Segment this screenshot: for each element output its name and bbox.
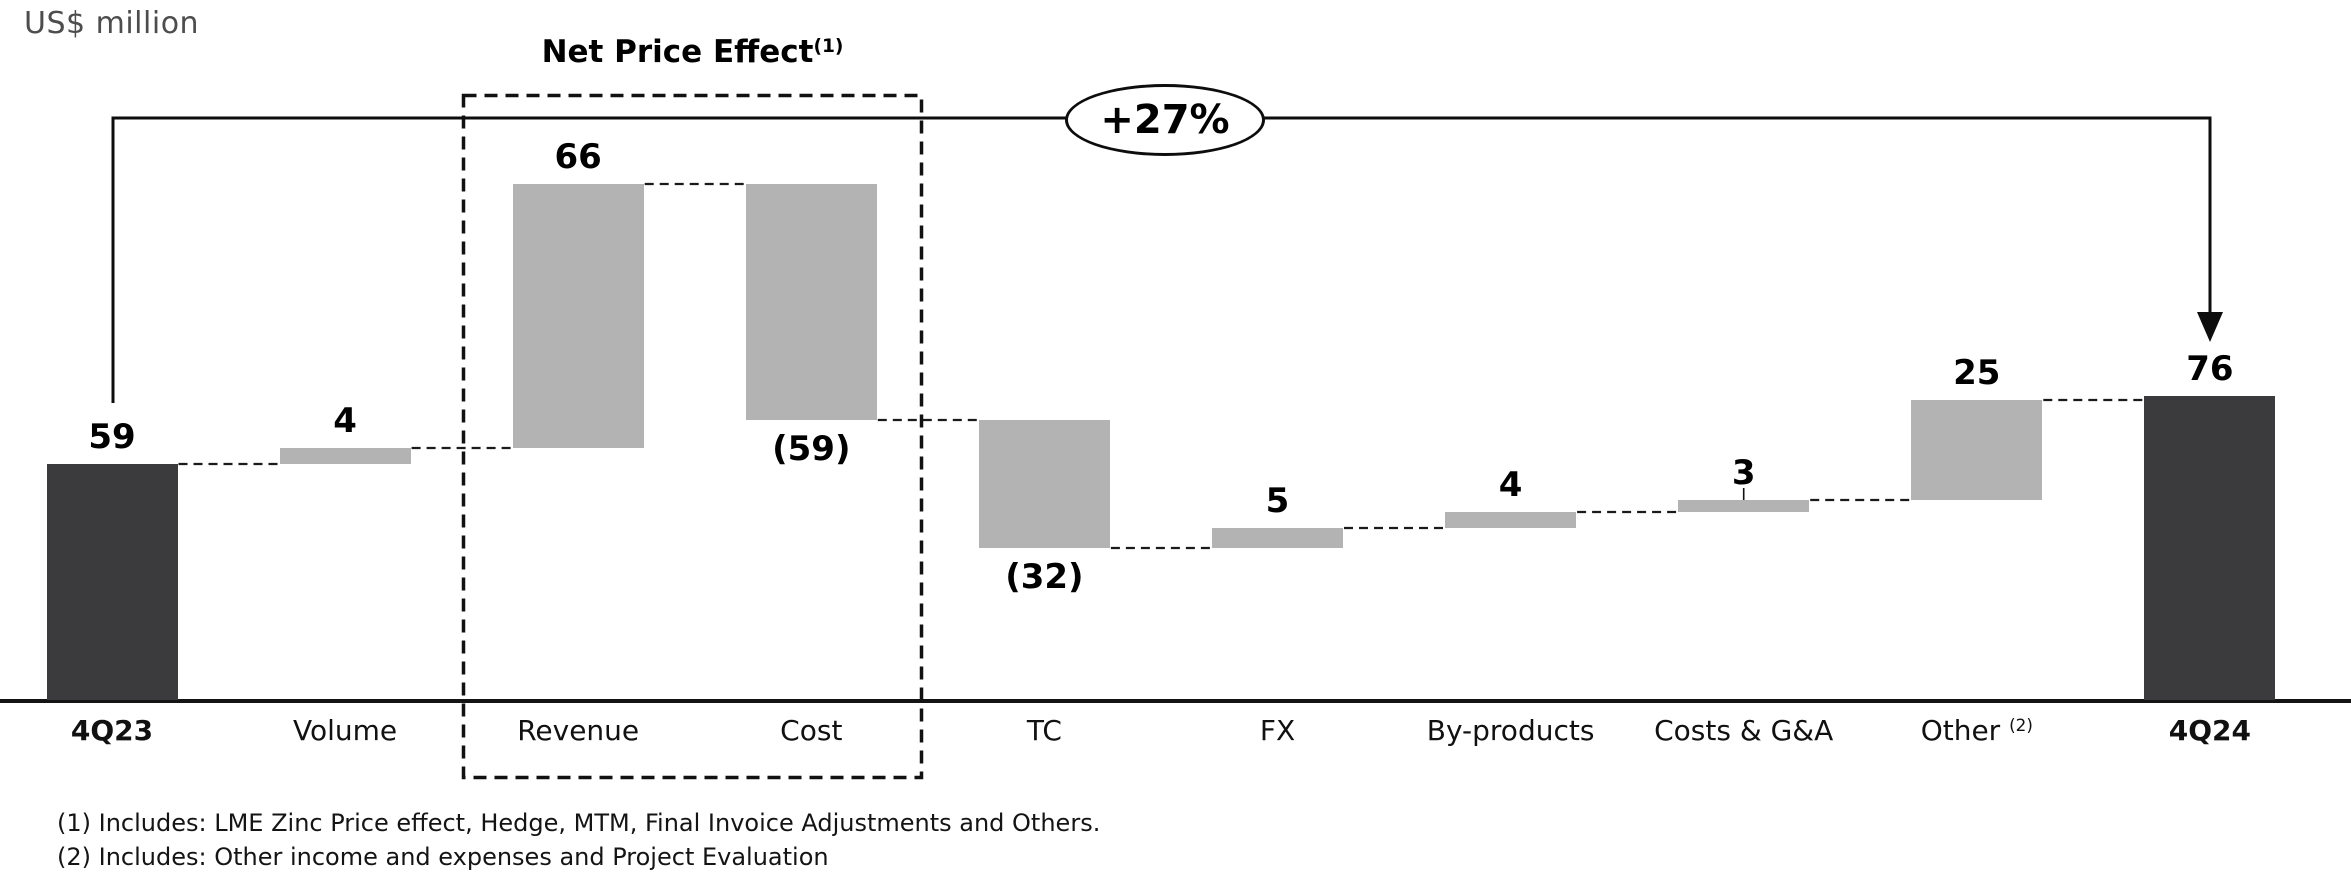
bar-value-label-cost: (59) bbox=[772, 429, 851, 469]
bar-value-label-revenue: 66 bbox=[554, 137, 602, 177]
unit-label: US$ million bbox=[24, 6, 200, 41]
axis-label-other: Other (2) bbox=[1857, 714, 2097, 751]
bar-revenue bbox=[512, 184, 644, 448]
pct-change-oval: +27% bbox=[1065, 84, 1265, 156]
bar-value-label-volume: 4 bbox=[333, 401, 357, 441]
axis-label-volume: Volume bbox=[225, 714, 465, 748]
x-axis-line bbox=[0, 699, 2351, 703]
net-price-effect-title-text: Net Price Effect bbox=[541, 34, 814, 70]
axis-label-text-costs-g-a: Costs & G&A bbox=[1654, 714, 1834, 747]
axis-label-by-products: By-products bbox=[1391, 714, 1631, 748]
axis-label-fx: FX bbox=[1158, 714, 1398, 748]
bar-value-label-tc: (32) bbox=[1005, 557, 1084, 597]
axis-label-text-revenue: Revenue bbox=[517, 714, 640, 747]
axis-label-text-4q24: 4Q24 bbox=[2168, 714, 2252, 747]
net-price-effect-box bbox=[461, 93, 924, 780]
axis-label-costs-g-a: Costs & G&A bbox=[1624, 714, 1864, 748]
axis-label-4q24: 4Q24 bbox=[2090, 714, 2330, 748]
bar-tc bbox=[978, 420, 1110, 548]
net-price-effect-footnote-marker: (1) bbox=[813, 35, 844, 57]
axis-label-text-volume: Volume bbox=[293, 714, 398, 747]
axis-label-cost: Cost bbox=[691, 714, 931, 748]
bar-value-label-fx: 5 bbox=[1265, 481, 1290, 521]
axis-label-text-4q23: 4Q23 bbox=[70, 714, 154, 747]
bar-4q24 bbox=[2144, 396, 2276, 700]
axis-label-4q23: 4Q23 bbox=[0, 714, 232, 748]
axis-label-text-tc: TC bbox=[1026, 714, 1062, 747]
bar-value-label-costs-g-a: 3 bbox=[1731, 453, 1756, 493]
bar-value-label-other: 25 bbox=[1953, 353, 2001, 393]
footnotes: (1) Includes: LME Zinc Price effect, Hed… bbox=[57, 806, 1100, 874]
axis-label-tc: TC bbox=[924, 714, 1164, 748]
axis-label-text-fx: FX bbox=[1259, 714, 1296, 747]
axis-label-text-cost: Cost bbox=[780, 714, 843, 747]
bar-fx bbox=[1212, 528, 1343, 548]
bar-cost bbox=[745, 184, 877, 420]
bar-value-label-4q23: 59 bbox=[88, 417, 136, 457]
bar-other bbox=[1911, 400, 2043, 500]
bar-by-products bbox=[1445, 512, 1577, 528]
net-price-effect-title: Net Price Effect(1) bbox=[463, 34, 922, 70]
pct-change-label: +27% bbox=[1100, 97, 1230, 143]
footnote-1: (1) Includes: LME Zinc Price effect, Hed… bbox=[57, 809, 1101, 837]
bar-value-label-4q24: 76 bbox=[2186, 349, 2234, 389]
bar-4q23 bbox=[46, 464, 178, 700]
footnote-2: (2) Includes: Other income and expenses … bbox=[57, 843, 829, 871]
bar-volume bbox=[279, 448, 411, 464]
axis-label-revenue: Revenue bbox=[458, 714, 698, 748]
change-arrow-head bbox=[2197, 312, 2223, 342]
axis-label-footnote-marker-other: (2) bbox=[2009, 714, 2033, 735]
axis-label-text-by-products: By-products bbox=[1426, 714, 1595, 747]
axis-label-text-other: Other bbox=[1920, 714, 2001, 747]
bar-value-label-by-products: 4 bbox=[1498, 465, 1523, 505]
bar-costs-g-a bbox=[1678, 500, 1810, 512]
